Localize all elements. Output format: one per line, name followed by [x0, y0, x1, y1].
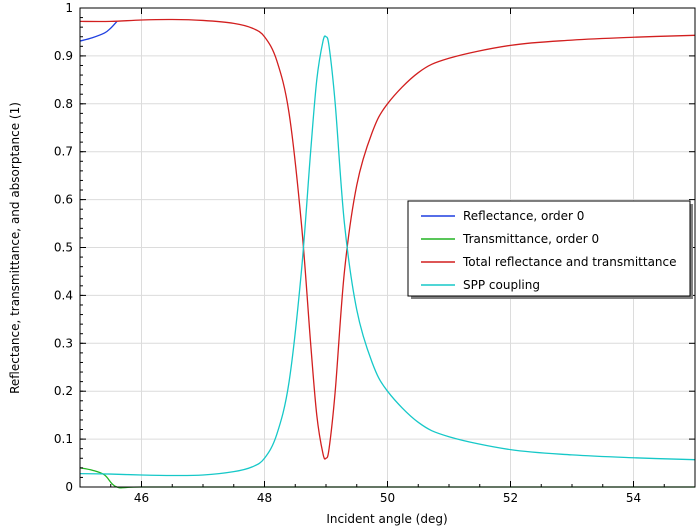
x-tick-label: 54 [626, 491, 641, 505]
y-tick-label: 0.5 [54, 241, 73, 255]
y-tick-label: 0.6 [54, 193, 73, 207]
y-tick-label: 0.3 [54, 336, 73, 350]
legend-entry-label: SPP coupling [463, 278, 540, 292]
y-tick-label: 0.7 [54, 145, 73, 159]
legend: Reflectance, order 0 Transmittance, order… [407, 200, 693, 299]
x-tick-label: 52 [503, 491, 518, 505]
x-tick-label: 46 [134, 491, 149, 505]
y-tick-label: 0 [65, 480, 73, 494]
series-line-0 [79, 20, 118, 42]
legend-entry-label: Transmittance, order 0 [462, 232, 599, 246]
y-tick-label: 0.8 [54, 97, 73, 111]
series-line-2 [79, 18, 696, 460]
x-axis-label: Incident angle (deg) [326, 512, 447, 526]
x-tick-label: 50 [380, 491, 395, 505]
x-tick-label: 48 [257, 491, 272, 505]
series-line-3 [79, 35, 696, 477]
y-tick-label: 0.9 [54, 49, 73, 63]
axis-ticks: 46 48 50 52 54 0 0.1 0.2 0.3 0.4 0.5 0.6 0.7 0.8 0.9 1 [54, 1, 696, 505]
y-tick-label: 0.2 [54, 384, 73, 398]
y-tick-label: 0.1 [54, 432, 73, 446]
y-tick-label: 1 [65, 1, 73, 15]
legend-box [407, 200, 691, 297]
legend-entry-label: Reflectance, order 0 [463, 209, 584, 223]
legend-entry-label: Total reflectance and transmittance [462, 255, 677, 269]
y-tick-label: 0.4 [54, 288, 73, 302]
y-axis-label: Reflectance, transmittance, and absorpta… [8, 102, 22, 394]
